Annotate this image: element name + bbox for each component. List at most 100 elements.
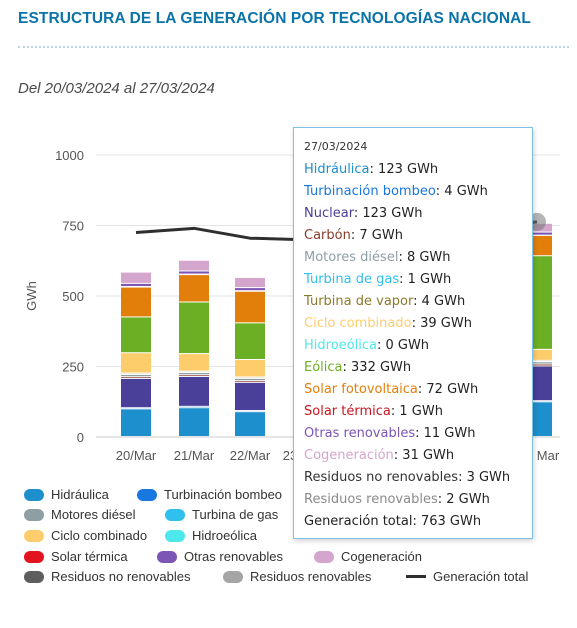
bar-segment xyxy=(522,362,552,364)
tooltip-row: Otras renovables: 11 GWh xyxy=(304,426,476,441)
tooltip-row-value: 763 GWh xyxy=(420,514,482,529)
bar-segment xyxy=(179,275,209,302)
tooltip-row: Residuos no renovables: 3 GWh xyxy=(304,470,511,485)
tooltip-row-label: Solar fotovoltaica xyxy=(304,382,418,397)
tooltip-row-label: Turbinación bombeo xyxy=(304,184,436,199)
legend-item[interactable]: Hidráulica xyxy=(24,487,109,502)
tooltip-row-label: Solar térmica xyxy=(304,404,391,419)
tooltip-row-label: Nuclear xyxy=(304,206,354,221)
chart-title: ESTRUCTURA DE LA GENERACIÓN POR TECNOLOG… xyxy=(18,10,531,27)
legend-swatch xyxy=(24,550,44,563)
y-tick-label: 0 xyxy=(77,430,84,445)
bar-segment xyxy=(179,375,209,376)
tooltip-row: Motores diésel: 8 GWh xyxy=(304,250,451,265)
tooltip-row: Hidráulica: 123 GWh xyxy=(304,162,439,177)
bar-segment xyxy=(121,353,151,373)
legend-swatch xyxy=(137,488,157,501)
legend-item[interactable]: Turbinación bombeo xyxy=(137,487,282,502)
bar-segment xyxy=(179,408,209,436)
tooltip-row-label: Eólica xyxy=(304,360,343,375)
legend-label: Generación total xyxy=(433,569,529,584)
legend-swatch xyxy=(24,508,44,521)
legend-item[interactable]: Hidroeólica xyxy=(165,528,257,543)
bar-segment xyxy=(121,272,151,283)
legend-swatch xyxy=(24,488,44,501)
bar-segment xyxy=(179,354,209,371)
date-range-subtitle: Del 20/03/2024 al 27/03/2024 xyxy=(18,80,215,97)
bar-segment xyxy=(179,372,209,375)
tooltip-row-value: 1 GWh xyxy=(399,404,443,419)
x-tick-label: Mar xyxy=(537,448,560,463)
bar-segment xyxy=(235,360,265,377)
tooltip-row: Nuclear: 123 GWh xyxy=(304,206,423,221)
tooltip-row-value: 8 GWh xyxy=(406,250,451,265)
tooltip-row-label: Turbina de gas xyxy=(304,272,400,287)
tooltip-row-value: 4 GWh xyxy=(421,294,466,309)
legend-item[interactable]: Residuos renovables xyxy=(223,569,371,584)
y-tick-label: 1000 xyxy=(55,148,84,163)
bar-segment xyxy=(121,378,151,408)
bar-segment xyxy=(179,271,209,274)
bar-segment xyxy=(121,317,151,353)
legend-label: Turbina de gas xyxy=(192,507,279,522)
legend-swatch xyxy=(24,570,44,583)
tooltip-row-label: Generación total xyxy=(304,514,413,529)
legend-item[interactable]: Generación total xyxy=(406,569,528,584)
bar-segment xyxy=(235,382,265,411)
legend-swatch xyxy=(223,570,243,583)
legend-item[interactable]: Cogeneración xyxy=(314,549,422,564)
tooltip-row: Ciclo combinado: 39 GWh xyxy=(304,316,472,331)
legend-item[interactable]: Solar térmica xyxy=(24,549,128,564)
bar-segment xyxy=(121,377,151,378)
x-tick-label: 21/Mar xyxy=(174,448,215,463)
tooltip-row-value: 11 GWh xyxy=(423,426,476,441)
legend-swatch xyxy=(406,575,426,578)
tooltip-row: Solar térmica: 1 GWh xyxy=(304,404,443,419)
tooltip-row-value: 1 GWh xyxy=(407,272,452,287)
legend-swatch xyxy=(165,508,185,521)
x-tick-label: 20/Mar xyxy=(116,448,157,463)
tooltip-row-label: Cogeneración xyxy=(304,448,394,463)
bar-segment xyxy=(235,412,265,436)
legend-label: Hidráulica xyxy=(51,487,109,502)
x-tick-label: 22/Mar xyxy=(230,448,271,463)
legend-item[interactable]: Ciclo combinado xyxy=(24,528,147,543)
tooltip-row-label: Hidroeólica xyxy=(304,338,377,353)
bar-segment xyxy=(179,260,209,271)
bar-segment xyxy=(235,288,265,291)
bar-segment xyxy=(235,277,265,288)
bar-segment xyxy=(121,283,151,286)
legend-item[interactable]: Otras renovables xyxy=(157,549,283,564)
tooltip-row-label: Hidráulica xyxy=(304,162,370,177)
chart-tooltip: 27/03/2024 Hidráulica: 123 GWh Turbinació… xyxy=(293,127,533,539)
tooltip-row-value: 0 GWh xyxy=(385,338,430,353)
tooltip-row: Generación total: 763 GWh xyxy=(304,514,482,529)
tooltip-row-value: 4 GWh xyxy=(444,184,488,199)
tooltip-row-value: 123 GWh xyxy=(362,206,423,221)
legend-item[interactable]: Motores diésel xyxy=(24,507,136,522)
legend-label: Motores diésel xyxy=(51,507,136,522)
tooltip-row: Solar fotovoltaica: 72 GWh xyxy=(304,382,479,397)
tooltip-row: Cogeneración: 31 GWh xyxy=(304,448,455,463)
title-divider xyxy=(18,46,569,48)
legend-item[interactable]: Turbina de gas xyxy=(165,507,278,522)
tooltip-row: Carbón: 7 GWh xyxy=(304,228,403,243)
legend-label: Cogeneración xyxy=(341,549,422,564)
tooltip-row: Residuos renovables: 2 GWh xyxy=(304,492,490,507)
bar-segment xyxy=(121,287,151,317)
tooltip-row-value: 31 GWh xyxy=(402,448,455,463)
legend-label: Residuos renovables xyxy=(250,569,372,584)
y-tick-label: 250 xyxy=(62,360,84,375)
legend-swatch xyxy=(165,529,185,542)
tooltip-row: Turbina de gas: 1 GWh xyxy=(304,272,452,287)
bar-segment xyxy=(522,364,552,366)
y-tick-label: 500 xyxy=(62,289,84,304)
bar-segment xyxy=(235,323,265,360)
legend-item[interactable]: Residuos no renovables xyxy=(24,569,190,584)
tooltip-row-label: Ciclo combinado xyxy=(304,316,412,331)
bar-segment xyxy=(235,378,265,381)
tooltip-row-value: 3 GWh xyxy=(466,470,511,485)
legend-label: Turbinación bombeo xyxy=(164,487,283,502)
bar-segment xyxy=(522,349,552,360)
